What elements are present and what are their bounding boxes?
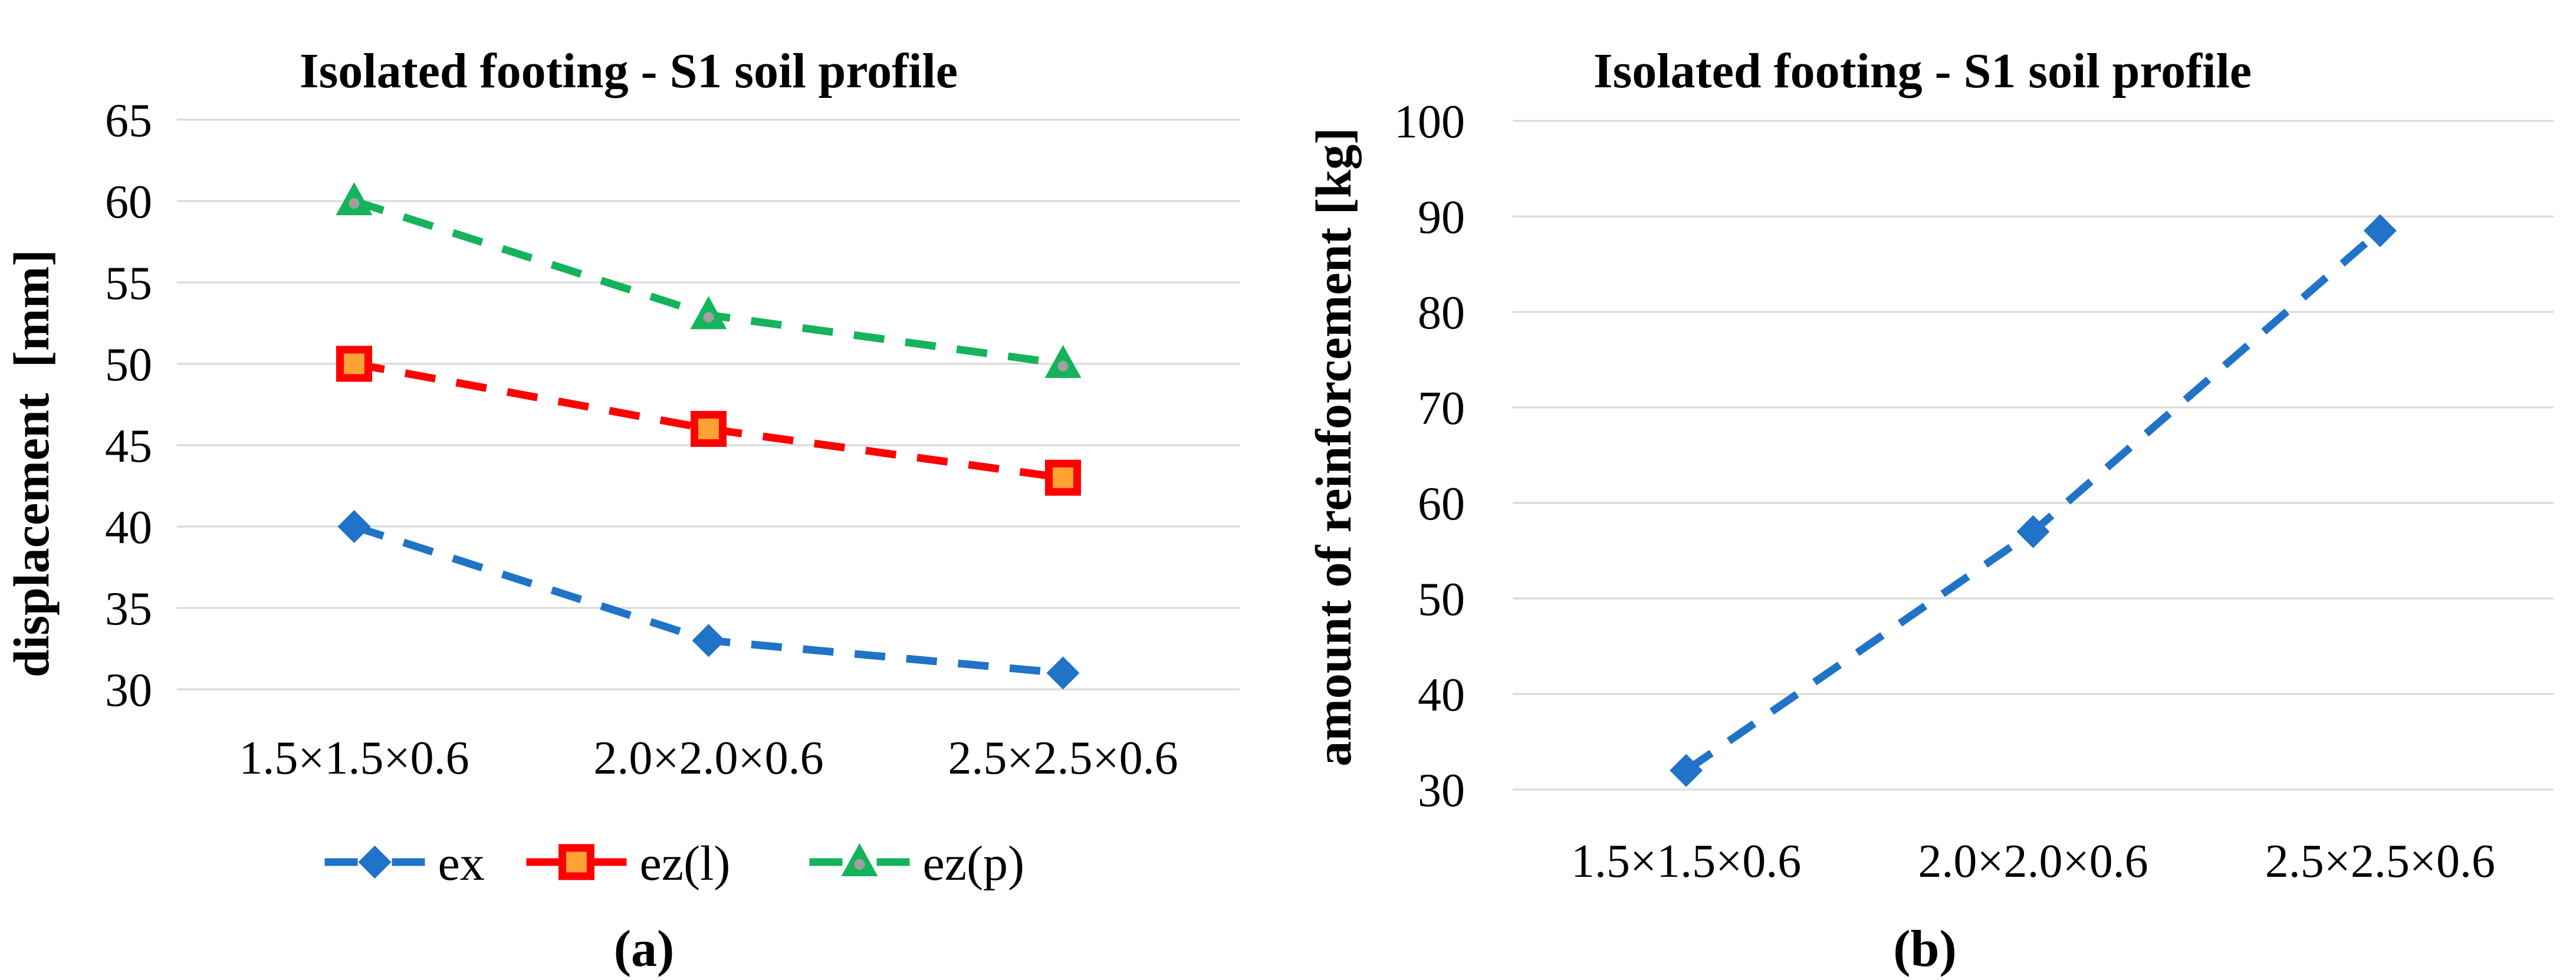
panel-a: Isolated footing - S1 soil profile displ… <box>3 44 1240 978</box>
marker-amount of reinforcement-2 <box>2363 214 2397 248</box>
legend-marker-ex <box>358 846 392 879</box>
y-tick-label-50: 50 <box>1418 574 1465 626</box>
panel-b: Isolated footing - S1 soil profile amoun… <box>1288 0 2576 980</box>
y-tick-label-70: 70 <box>1418 383 1465 435</box>
series-line-ez(l) <box>353 360 1064 482</box>
marker-ez(l)-0 <box>336 346 372 382</box>
x-category-label: 1.5×1.5×0.6 <box>239 732 469 784</box>
marker-ez(l)-2 <box>1045 459 1081 496</box>
marker-ez(p)-1-center-dot <box>703 312 714 323</box>
x-category-label: 2.5×2.5×0.6 <box>948 732 1178 784</box>
x-category-label: 2.5×2.5×0.6 <box>2265 836 2495 887</box>
reinforcement-chart: Isolated footing - S1 soil profile amoun… <box>1305 44 2554 978</box>
marker-amount of reinforcement-1 <box>2016 515 2050 548</box>
legend-label-ex: ex <box>438 836 485 891</box>
y-tick-label-40: 40 <box>1418 669 1465 721</box>
chart-title: Isolated footing - S1 soil profile <box>300 44 958 98</box>
y-tick-label-35: 35 <box>105 583 152 635</box>
y-tick-label-30: 30 <box>1418 765 1465 817</box>
displacement-chart: Isolated footing - S1 soil profile displ… <box>3 44 1240 978</box>
marker-ex-1 <box>692 624 725 657</box>
y-axis-title: amount of reinforcement [kg] <box>1305 127 1362 767</box>
marker-ez(l)-1 <box>691 410 727 447</box>
panel-label: (a) <box>614 920 675 978</box>
marker-ex-0 <box>337 510 371 543</box>
marker-ex-2 <box>1046 656 1080 690</box>
y-tick-label-60: 60 <box>105 176 152 228</box>
y-tick-label-90: 90 <box>1418 192 1465 244</box>
chart-title: Isolated footing - S1 soil profile <box>1593 44 2252 98</box>
y-tick-label-65: 65 <box>105 95 152 147</box>
x-category-label: 2.0×2.0×0.6 <box>593 732 823 784</box>
y-tick-label-50: 50 <box>105 339 152 391</box>
x-category-label: 2.0×2.0×0.6 <box>1918 836 2148 887</box>
legend-marker-ez(l) <box>558 844 594 880</box>
legend-marker-ez(p)-center-dot <box>854 859 865 870</box>
legend-label-ez(l): ez(l) <box>640 836 731 891</box>
y-axis-title: displacement [mm] <box>3 249 60 678</box>
x-category-label: 1.5×1.5×0.6 <box>1571 836 1801 887</box>
y-tick-label-100: 100 <box>1394 96 1465 148</box>
panel-label: (b) <box>1893 920 1957 978</box>
y-tick-label-40: 40 <box>105 502 152 554</box>
marker-amount of reinforcement-0 <box>1670 754 1703 787</box>
y-tick-label-80: 80 <box>1418 287 1465 339</box>
marker-ez(p)-0-center-dot <box>349 198 360 209</box>
legend-label-ez(p): ez(p) <box>923 836 1025 891</box>
y-tick-label-55: 55 <box>105 258 152 310</box>
marker-ez(p)-2-center-dot <box>1057 361 1069 371</box>
y-tick-label-45: 45 <box>105 420 152 472</box>
y-tick-label-60: 60 <box>1418 478 1465 530</box>
y-tick-label-30: 30 <box>105 665 152 716</box>
